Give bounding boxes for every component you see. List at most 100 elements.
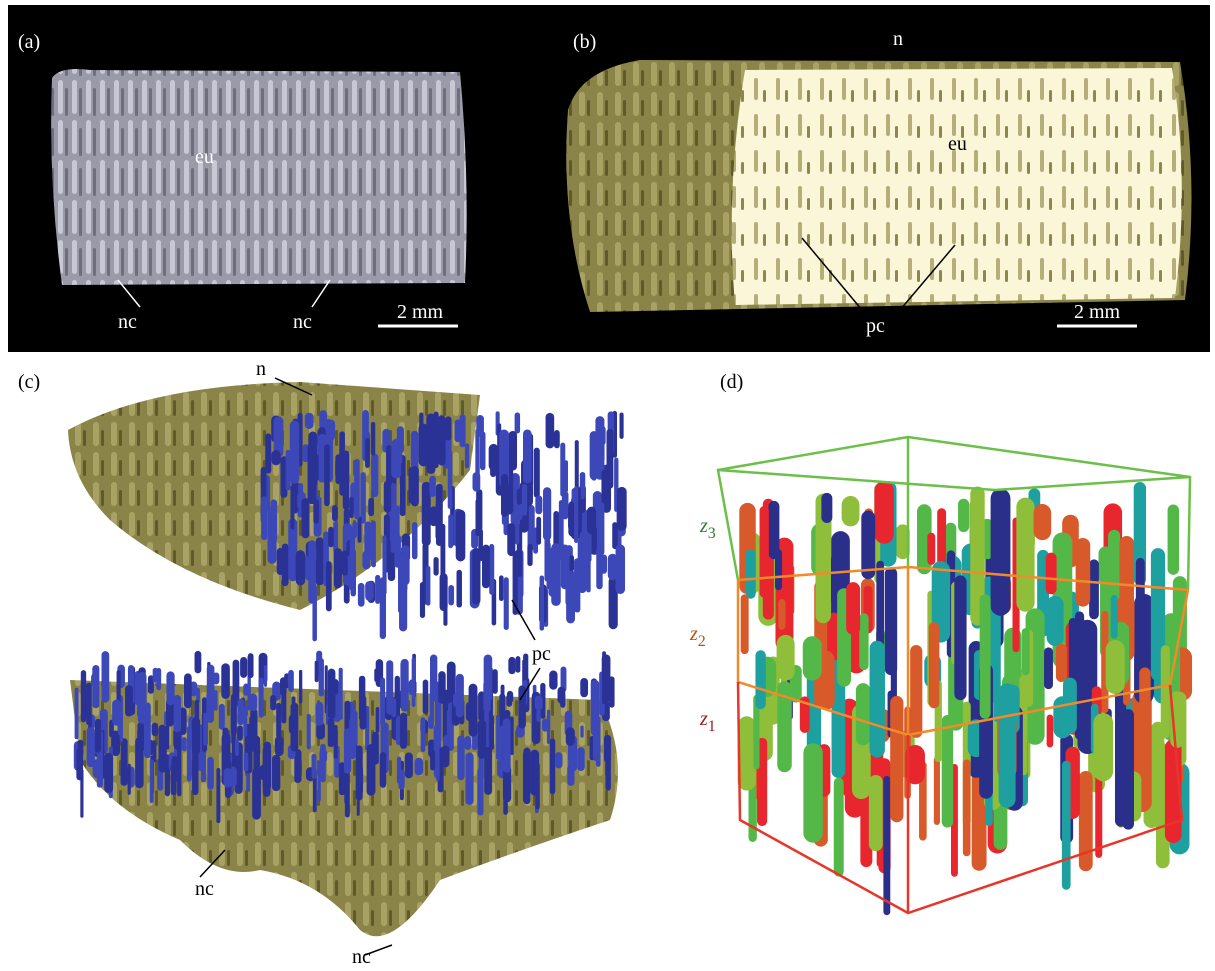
texture-shape — [1046, 595, 1064, 647]
texture-shape — [607, 553, 618, 581]
texture-shape — [477, 719, 487, 759]
texture-shape — [374, 668, 379, 683]
texture-shape — [127, 763, 131, 795]
texture-shape — [546, 542, 551, 590]
texture-shape — [565, 727, 575, 746]
texture-shape — [243, 683, 249, 696]
texture-shape — [1108, 529, 1121, 607]
texture-shape — [506, 694, 513, 707]
texture-shape — [243, 752, 249, 772]
texture-shape — [609, 676, 615, 708]
texture-shape — [347, 554, 353, 588]
layer-subscript: 1 — [708, 718, 716, 735]
texture-shape — [338, 762, 346, 796]
texture-shape — [333, 725, 338, 759]
texture-shape — [503, 577, 509, 631]
texture-shape — [603, 734, 612, 763]
layer-subscript: 3 — [708, 525, 716, 542]
texture-shape — [325, 561, 332, 612]
texture-shape — [542, 718, 549, 732]
texture-shape — [306, 713, 311, 750]
annotation: n — [256, 358, 266, 380]
texture-shape — [549, 738, 556, 795]
texture-shape — [379, 751, 387, 788]
texture-shape — [419, 412, 424, 450]
texture-shape — [481, 544, 490, 589]
texture-shape — [186, 726, 192, 782]
texture-shape — [328, 526, 334, 548]
texture-shape — [874, 480, 894, 544]
texture-shape — [359, 695, 367, 730]
texture-shape — [551, 543, 561, 606]
texture-shape — [375, 707, 380, 733]
texture-shape — [101, 651, 110, 703]
texture-shape — [452, 692, 461, 708]
texture-shape — [821, 492, 833, 523]
texture-shape — [147, 675, 154, 694]
texture-shape — [425, 565, 431, 606]
texture-shape — [394, 505, 400, 545]
texture-shape — [218, 703, 225, 730]
texture-shape — [768, 500, 780, 560]
texture-shape — [502, 765, 512, 803]
texture-shape — [586, 554, 591, 593]
texture-shape — [426, 413, 436, 475]
layer-label: z1 — [699, 708, 716, 735]
texture-shape — [456, 569, 462, 608]
texture-shape — [399, 454, 406, 517]
texture-shape — [846, 582, 861, 635]
sem-image — [51, 69, 467, 285]
texture-shape — [457, 735, 465, 781]
texture-shape — [410, 465, 419, 507]
texture-shape — [560, 666, 567, 692]
texture-shape — [560, 442, 566, 497]
panel-label: (a) — [18, 31, 40, 53]
texture-shape — [76, 747, 84, 781]
texture-shape — [137, 721, 146, 752]
texture-shape — [958, 498, 970, 533]
texture-shape — [335, 454, 342, 485]
layer-label: z2 — [689, 623, 706, 650]
leader-line — [274, 377, 313, 396]
texture-shape — [554, 752, 563, 769]
texture-shape — [212, 672, 220, 685]
texture-shape — [332, 504, 338, 522]
texture-shape — [274, 736, 284, 757]
texture-shape — [508, 656, 516, 675]
texture-shape — [447, 450, 453, 509]
annotation: nc — [195, 878, 214, 900]
texture-shape — [370, 421, 376, 456]
texture-shape — [421, 481, 431, 547]
texture-shape — [479, 431, 486, 471]
texture-shape — [92, 664, 100, 709]
texture-shape — [534, 695, 543, 711]
texture-shape — [333, 679, 339, 695]
texture-shape — [472, 732, 478, 751]
texture-shape — [349, 496, 354, 519]
texture-shape — [276, 548, 284, 576]
texture-shape — [290, 485, 295, 530]
texture-shape — [518, 685, 526, 729]
texture-shape — [313, 499, 319, 524]
texture-shape — [435, 687, 440, 707]
texture-shape — [827, 612, 841, 661]
leader-line — [199, 849, 226, 878]
texture-shape — [428, 715, 434, 729]
texture-shape — [1075, 537, 1091, 607]
annotation: n — [893, 28, 903, 50]
texture-shape — [567, 765, 575, 786]
annotation: nc — [293, 311, 312, 333]
texture-shape — [443, 587, 448, 626]
texture-shape — [535, 495, 543, 515]
texture-shape — [1089, 559, 1099, 620]
texture-shape — [399, 712, 408, 749]
texture-shape — [580, 678, 589, 698]
texture-shape — [230, 767, 237, 787]
texture-shape — [861, 510, 876, 580]
texture-shape — [149, 759, 154, 803]
texture-shape — [365, 438, 370, 468]
texture-shape — [928, 622, 940, 709]
texture-shape — [580, 725, 584, 738]
texture-shape — [441, 745, 450, 768]
texture-shape — [80, 670, 87, 723]
